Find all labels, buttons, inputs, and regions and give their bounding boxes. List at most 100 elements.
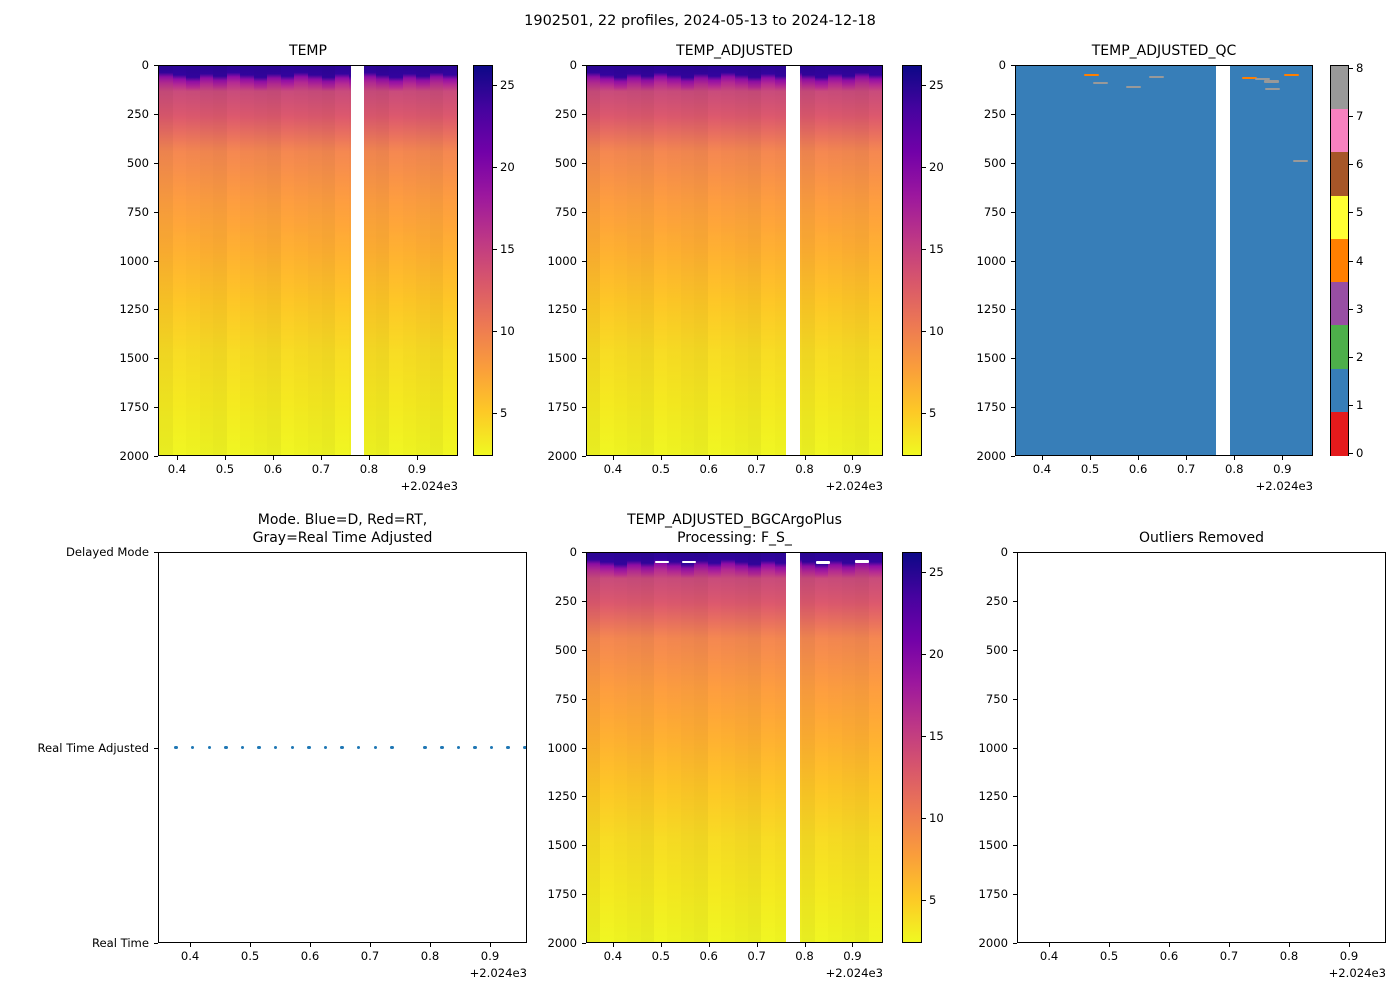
temp-xtick [176, 456, 178, 460]
outliers-title: Outliers Removed [1139, 530, 1264, 546]
qc-ytick-label: 500 [983, 155, 1006, 170]
mode-xtick [190, 943, 192, 947]
qc-colorbar-tick-label: 7 [1356, 109, 1364, 124]
outliers-ytick-label: 1750 [978, 887, 1008, 902]
bgc-colorbar [902, 552, 922, 943]
outliers-xtick [1229, 943, 1231, 947]
heatmap-column [213, 66, 227, 455]
temp-adjusted-xtick-label: 0.5 [651, 462, 671, 476]
bgc-ytick-label: 1000 [547, 740, 577, 755]
qc-x-offset-label: +2.024e3 [1255, 479, 1313, 493]
bgc-xtick-label: 0.9 [843, 949, 862, 963]
mode-dot [506, 745, 510, 749]
qc-colorbar-tick-label: 1 [1356, 397, 1364, 412]
temp-adjusted-ytick-label: 1000 [547, 253, 577, 268]
temp-ytick-label: 0 [141, 58, 149, 72]
bgc-ytick-label: 1500 [547, 838, 577, 853]
qc-ytick [1011, 113, 1015, 115]
temp-adjusted-xtick [612, 456, 614, 460]
qc-colorbar-segment [1331, 411, 1348, 456]
temp-ytick-label: 1250 [119, 302, 149, 317]
qc-xtick [1282, 456, 1284, 460]
heatmap-column [280, 66, 295, 455]
heatmap-column [389, 66, 403, 455]
qc-ytick [1011, 260, 1015, 262]
qc-ytick [1011, 407, 1015, 409]
temp-colorbar [473, 65, 493, 456]
qc-xtick-label: 0.7 [1176, 462, 1196, 476]
qc-colorbar-tick-label: 4 [1356, 253, 1364, 268]
mode-dot [174, 745, 178, 749]
qc-flag-mark-8 [1264, 80, 1280, 83]
bgc-xtick [756, 943, 758, 947]
qc-colorbar-tick-label: 6 [1356, 157, 1364, 172]
outliers-ytick [1013, 845, 1017, 847]
heatmap-column [600, 66, 614, 455]
temp-adjusted-xtick-label: 0.7 [747, 462, 766, 476]
qc-xtick-label: 0.9 [1273, 462, 1292, 476]
qc-colorbar-tick [1349, 260, 1353, 262]
bgc-xtick [852, 943, 854, 947]
colorbar-tick-label: 5 [929, 892, 937, 907]
heatmap-column [868, 553, 882, 942]
heatmap-column [335, 66, 349, 455]
temp-adjusted-xtick [852, 456, 854, 460]
qc-ytick-label: 0 [998, 58, 1006, 72]
heatmap-column [761, 66, 775, 455]
colorbar-tick-label: 15 [929, 241, 944, 256]
qc-colorbar-tick [1349, 212, 1353, 214]
heatmap-column [694, 66, 708, 455]
qc-colorbar [1330, 65, 1349, 456]
heatmap-column [828, 66, 842, 455]
outliers-xtick [1349, 943, 1350, 947]
outliers-ytick-label: 750 [985, 691, 1008, 706]
temp-adjusted-xtick [804, 456, 806, 460]
heatmap-column [172, 66, 187, 455]
panel-temp [158, 65, 458, 456]
bgc-ytick [582, 894, 586, 896]
temp-adjusted-ytick [582, 260, 586, 262]
mode-dot [456, 745, 461, 749]
heatmap-column [667, 553, 681, 942]
temp-ytick-label: 500 [126, 155, 149, 170]
qc-flag-mark-8 [1092, 81, 1108, 85]
temp-xtick-label: 0.5 [215, 462, 235, 476]
heatmap-column [587, 553, 601, 942]
temp-adjusted-ytick-label: 1750 [547, 400, 577, 415]
figure-suptitle: 1902501, 22 profiles, 2024-05-13 to 2024… [524, 13, 876, 29]
heatmap-column [253, 66, 268, 455]
colorbar-tick [493, 84, 497, 86]
colorbar-tick [922, 735, 926, 737]
mode-dot [257, 745, 261, 749]
temp-adjusted-xtick-label: 0.9 [843, 462, 862, 476]
heatmap-column [841, 553, 856, 942]
qc-colorbar-tick [1349, 164, 1353, 166]
temp-adjusted-ytick-label: 750 [554, 204, 577, 219]
heatmap-column [362, 66, 376, 455]
qc-xtick-label: 0.8 [1225, 462, 1244, 476]
qc-ytick [1011, 358, 1015, 360]
qc-colorbar-tick-label: 5 [1356, 205, 1364, 220]
temp-adjusted-ytick [582, 162, 586, 164]
heatmap-column [375, 66, 390, 455]
colorbar-tick-label: 25 [929, 564, 944, 579]
heatmap-column [828, 553, 842, 942]
qc-ytick [1011, 211, 1015, 213]
bgc-ytick [582, 747, 586, 749]
colorbar-tick-label: 15 [929, 728, 944, 743]
qc-ytick-label: 250 [983, 106, 1006, 121]
heatmap-column [841, 66, 856, 455]
mode-dot [473, 745, 477, 749]
qc-colorbar-segment [1331, 325, 1348, 370]
mode-x-offset-label: +2.024e3 [469, 966, 527, 980]
qc-colorbar-tick-label: 8 [1356, 61, 1364, 76]
temp-x-offset-label: +2.024e3 [400, 479, 458, 493]
outliers-ytick-label: 0 [1000, 545, 1008, 559]
heatmap-column [294, 66, 309, 455]
heatmap-column [774, 66, 789, 455]
qc-xtick [1138, 456, 1140, 460]
temp-adjusted-xtick [708, 456, 710, 460]
mode-dot [273, 745, 278, 749]
bgc-ytick-label: 2000 [547, 936, 577, 950]
panel-outliers [1017, 552, 1386, 943]
